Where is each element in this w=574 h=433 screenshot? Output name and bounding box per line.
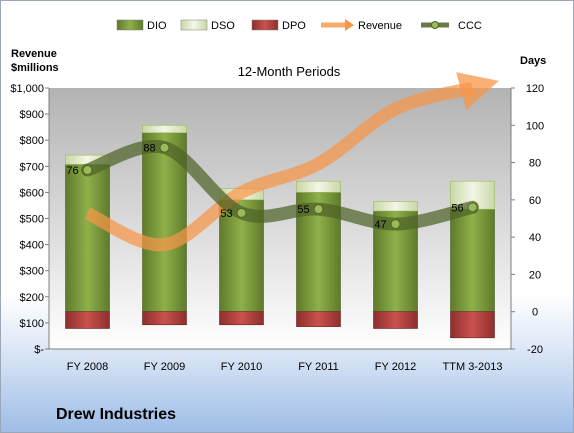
lines-layer: 76 88 53 55 47 56 (66, 72, 499, 252)
bar-dpo (296, 311, 341, 327)
ccc-data-label: 76 (66, 165, 78, 177)
right-tick-label: 20 (529, 269, 541, 281)
bar-dpo (373, 311, 418, 329)
left-axis-title-line2: $millions (11, 62, 59, 74)
ccc-data-label: 88 (143, 143, 155, 155)
ccc-data-label: 56 (451, 202, 463, 214)
x-tick-label: FY 2008 (67, 361, 108, 373)
left-tick-label: $700 (20, 161, 44, 173)
right-tick-label: 0 (532, 307, 538, 319)
revenue-line (84, 72, 499, 252)
ccc-point (390, 219, 401, 230)
bar-dio (450, 208, 495, 313)
legend-marker-ccc (431, 21, 439, 29)
ccc-point (82, 165, 93, 176)
bar-dso (142, 124, 187, 134)
axes-layer: $- $100 $200 $300 $400 $500 $600 $700 $800 $900 $1… (10, 83, 544, 373)
ccc-point (236, 207, 247, 218)
right-tick-label: 60 (529, 195, 541, 207)
company-name: Drew Industries (56, 406, 177, 423)
ccc-data-label: 53 (220, 208, 232, 220)
bar-dio (65, 164, 110, 313)
left-tick-label: $400 (20, 240, 44, 252)
right-tick-label: 100 (526, 120, 544, 132)
x-tick-label: TTM 3-2013 (443, 361, 503, 373)
chart-title: 12-Month Periods (238, 64, 341, 79)
bars-layer (65, 124, 495, 339)
legend-label-dso: DSO (211, 20, 235, 32)
ccc-data-label: 47 (374, 219, 386, 231)
legend-label-revenue: Revenue (358, 20, 402, 32)
legend-label-ccc: CCC (458, 20, 482, 32)
ccc-data-label: 55 (297, 204, 309, 216)
left-tick-label: $200 (20, 292, 44, 304)
right-tick-label: 40 (529, 232, 541, 244)
ccc-point (159, 142, 170, 153)
legend-swatch-dio (116, 19, 144, 31)
right-tick-label: 80 (529, 158, 541, 170)
left-tick-label: $100 (20, 318, 44, 330)
x-tick-label: FY 2011 (298, 361, 339, 373)
x-tick-label: FY 2009 (144, 361, 185, 373)
bar-dso (296, 180, 341, 193)
legend-swatch-dpo (251, 19, 279, 31)
right-tick-label: 120 (526, 83, 544, 95)
legend-label-dio: DIO (147, 20, 167, 32)
x-tick-label: FY 2012 (375, 361, 416, 373)
left-tick-label: $300 (20, 266, 44, 278)
bar-dpo (219, 311, 264, 326)
legend-swatch-dso (180, 19, 208, 31)
right-axis-title: Days (520, 55, 546, 67)
left-tick-label: $500 (20, 214, 44, 226)
legend: DIO DSO DPO Revenue CCC (116, 19, 482, 32)
x-tick-label: FY 2010 (221, 361, 262, 373)
left-axis-title-line1: Revenue (11, 48, 57, 60)
ccc-point (313, 204, 324, 215)
legend-label-dpo: DPO (282, 20, 306, 32)
ccc-point (467, 202, 478, 213)
bar-dpo (65, 311, 110, 329)
left-tick-label: $900 (20, 109, 44, 121)
bar-dpo (142, 311, 187, 326)
left-tick-label: $800 (20, 135, 44, 147)
right-tick-label: -20 (527, 344, 543, 356)
legend-arrow-revenue (345, 19, 354, 31)
left-tick-label: $1,000 (10, 83, 44, 95)
bar-dpo (450, 311, 495, 339)
bar-dso (373, 201, 418, 212)
left-tick-label: $- (34, 344, 44, 356)
left-tick-label: $600 (20, 187, 44, 199)
